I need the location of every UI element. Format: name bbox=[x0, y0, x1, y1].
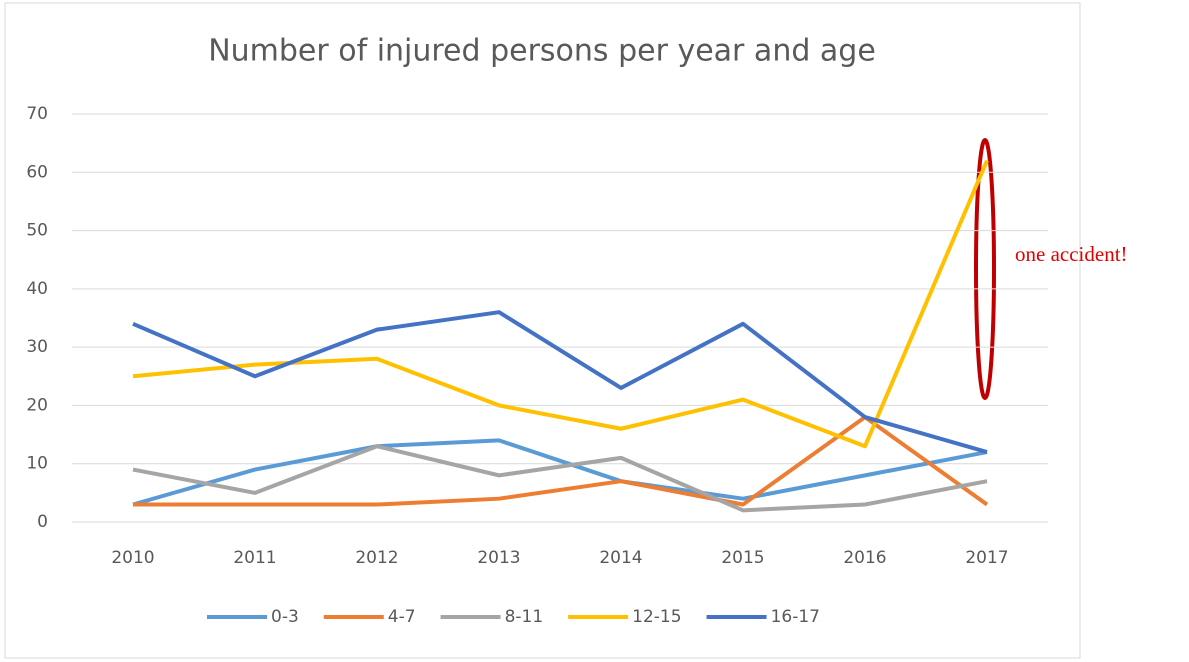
x-tick-label: 2013 bbox=[477, 548, 520, 568]
x-tick-label: 2016 bbox=[843, 548, 886, 568]
series-line bbox=[132, 444, 988, 513]
x-tick-label: 2011 bbox=[233, 548, 276, 568]
legend-label: 12-15 bbox=[632, 607, 681, 627]
legend-label: 16-17 bbox=[771, 607, 820, 627]
legend-label: 8-11 bbox=[505, 607, 544, 627]
series-line bbox=[132, 159, 989, 449]
chart-frame bbox=[4, 2, 1081, 659]
chart-title: Number of injured persons per year and a… bbox=[208, 34, 876, 69]
y-tick-label: 70 bbox=[26, 104, 48, 124]
x-tick-label: 2014 bbox=[599, 548, 642, 568]
y-tick-label: 0 bbox=[37, 512, 48, 532]
y-tick-label: 50 bbox=[26, 221, 48, 241]
series-line bbox=[133, 415, 989, 507]
y-tick-label: 10 bbox=[26, 454, 48, 474]
series-line bbox=[132, 310, 988, 454]
x-tick-label: 2012 bbox=[355, 548, 398, 568]
legend-label: 0-3 bbox=[271, 607, 299, 627]
x-tick-label: 2010 bbox=[111, 548, 154, 568]
series-line bbox=[132, 438, 988, 507]
legend-label: 4-7 bbox=[388, 607, 416, 627]
x-tick-label: 2017 bbox=[965, 548, 1008, 568]
annotation-ellipse bbox=[974, 138, 996, 400]
y-tick-label: 20 bbox=[26, 395, 48, 415]
y-tick-label: 60 bbox=[26, 162, 48, 182]
y-tick-label: 30 bbox=[26, 337, 48, 357]
x-tick-label: 2015 bbox=[721, 548, 764, 568]
annotation: one accident! bbox=[1015, 242, 1128, 266]
y-tick-label: 40 bbox=[26, 279, 48, 299]
